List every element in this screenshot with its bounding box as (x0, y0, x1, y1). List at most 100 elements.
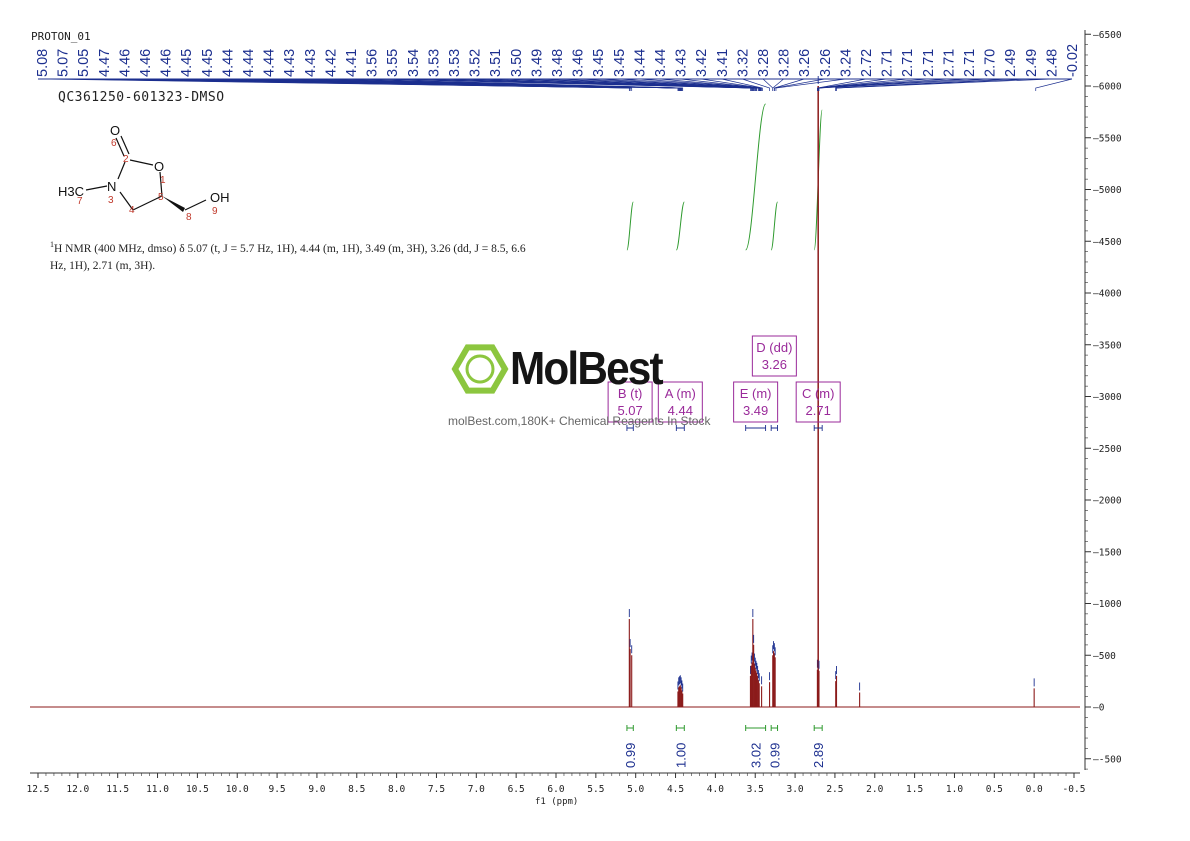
multiplet-shift: 5.07 (617, 403, 642, 418)
nmr-description-line2: Hz, 1H), 2.71 (m, 3H). (50, 259, 156, 272)
integral-curves (626, 103, 823, 251)
x-tick-label: 8.0 (388, 784, 405, 795)
peak-label: 3.32 (735, 49, 751, 77)
peak-label: 4.44 (220, 49, 236, 77)
y-tick-label: —5000 (1093, 185, 1122, 196)
atom-o6: O (110, 123, 120, 138)
multiplet-box (657, 381, 703, 423)
multiplet-title: A (m) (665, 386, 696, 401)
x-tick-label: 7.0 (468, 784, 485, 795)
multiplet-box (733, 381, 779, 423)
atom-number: 7 (77, 196, 83, 207)
integral-range-bracket (626, 725, 634, 731)
multiplet-shift: 3.49 (743, 403, 768, 418)
x-tick-label: 6.5 (508, 784, 525, 795)
multiplet-shift: 2.71 (806, 403, 831, 418)
y-tick-label: —-500 (1093, 754, 1122, 765)
logo-hexagon (451, 344, 509, 394)
peak-label: 3.43 (674, 49, 690, 77)
peak-label: 2.70 (983, 49, 999, 77)
peak-label: 2.71 (900, 49, 916, 77)
y-tick-label: —4000 (1093, 289, 1122, 300)
atom-c7-h3c: H3C (58, 184, 84, 199)
x-tick-label: 1.0 (946, 784, 963, 795)
atom-o1: O (154, 159, 164, 174)
peak-leader-line (83, 78, 633, 91)
bond-c2-n3 (117, 161, 126, 180)
atom-number: 5 (158, 192, 164, 203)
peak-label: 3.53 (447, 49, 463, 77)
integral-range-bracket (770, 725, 779, 731)
peak-label: 4.43 (303, 49, 319, 77)
peak-label: 3.52 (468, 49, 484, 77)
peak-label: 3.48 (550, 49, 566, 77)
x-tick-label: 5.0 (627, 784, 644, 795)
peak-leader-line (817, 78, 867, 91)
peak-label: 3.53 (426, 49, 442, 77)
peak-label: 2.71 (880, 49, 896, 77)
sample-id-label: QC361250-601323-DMSO (58, 90, 225, 105)
integral-value: 0.99 (767, 743, 782, 768)
bond-c2-o1 (129, 159, 154, 166)
integral-curve (675, 201, 685, 251)
peak-label: 3.26 (818, 49, 834, 77)
atom-n3: N (107, 179, 116, 194)
multiplet-range-bracket (813, 425, 823, 431)
peak-label: 3.42 (694, 49, 710, 77)
x-tick-label: 7.5 (428, 784, 445, 795)
peak-leader-line (762, 78, 774, 91)
y-tick-label: —3500 (1093, 340, 1122, 351)
multiplet-title: B (t) (618, 386, 643, 401)
x-tick-label: 5.5 (587, 784, 604, 795)
integral-curve (770, 201, 779, 251)
peak-label: 4.46 (138, 49, 154, 77)
peak-label: 2.48 (1044, 49, 1060, 77)
integral-value: 2.89 (811, 743, 826, 768)
atom-number: 4 (129, 205, 135, 216)
atom-number: 1 (160, 175, 166, 186)
atom-number: 2 (123, 154, 129, 165)
integral-range-bracket (675, 725, 685, 731)
y-tick-label: —1500 (1093, 547, 1122, 558)
peak-label: 4.45 (200, 49, 216, 77)
bond-c8-o9 (184, 199, 207, 211)
multiplet-box (795, 381, 841, 423)
bond-o1-c5 (159, 171, 163, 197)
peak-label: 3.55 (385, 49, 401, 77)
y-tick-label: —4500 (1093, 237, 1122, 248)
peak-label: 4.47 (97, 49, 113, 77)
integral-values: 0.99 1.00 3.02 0.99 2.89 (623, 725, 826, 768)
peak-label: 4.46 (117, 49, 133, 77)
y-tick-label: —500 (1093, 651, 1116, 662)
peak-label: 3.44 (653, 49, 669, 77)
integral-value: 3.02 (749, 743, 764, 768)
x-tick-label: 3.0 (786, 784, 803, 795)
peak-leader-line (350, 78, 684, 91)
bond-c4-c5 (132, 195, 163, 211)
spectrum-trace (30, 76, 1080, 708)
peak-label: 3.46 (571, 49, 587, 77)
bond-c7-n3 (85, 185, 108, 191)
x-tick-label: 12.0 (66, 784, 89, 795)
x-tick-label: 2.5 (826, 784, 843, 795)
x-tick-label: 1.5 (906, 784, 923, 795)
pulse-program-label: PROTON_01 (31, 30, 91, 43)
peak-label: 3.24 (838, 49, 854, 77)
peak-label: 3.44 (632, 49, 648, 77)
peak-label: 3.45 (612, 49, 628, 77)
peak-label: 2.49 (1003, 49, 1019, 77)
peak-label: 5.08 (35, 49, 51, 77)
peak-label: 2.72 (859, 49, 875, 77)
watermark-tagline: molBest.com,180K+ Chemical Reagents In S… (448, 414, 711, 428)
x-tick-label: 11.5 (106, 784, 129, 795)
x-tick-label: 9.0 (308, 784, 325, 795)
x-tick-label: 9.5 (268, 784, 285, 795)
peak-label: 2.71 (941, 49, 957, 77)
peak-leader-line (775, 78, 846, 91)
multiplet-box (751, 335, 797, 377)
x-tick-label: 4.5 (667, 784, 684, 795)
integral-value: 1.00 (673, 743, 688, 768)
peak-label: 3.45 (591, 49, 607, 77)
peak-label: 2.49 (1024, 49, 1040, 77)
